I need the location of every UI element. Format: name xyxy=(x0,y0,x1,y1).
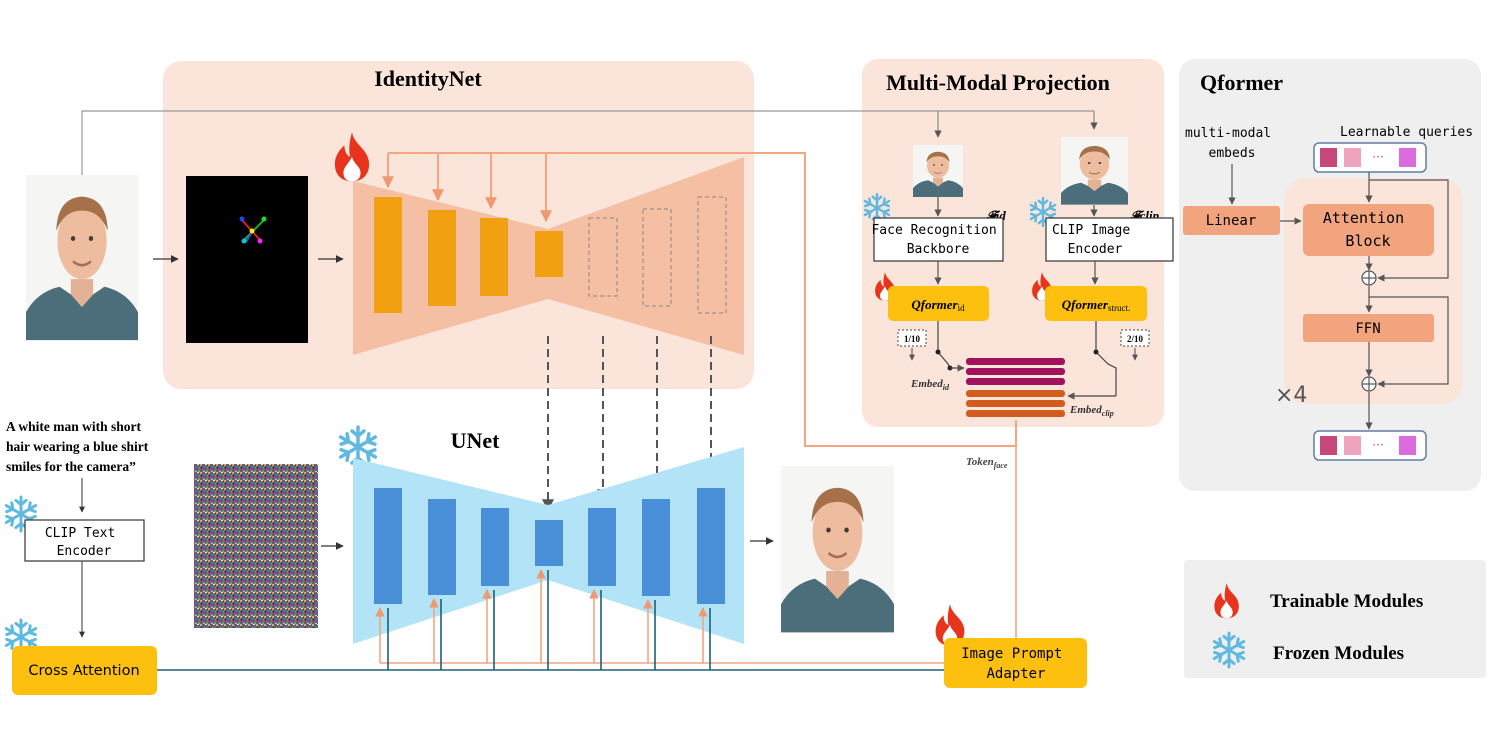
attention-block-box xyxy=(1303,204,1434,256)
identity-block-6-dashed xyxy=(642,208,672,307)
switch-clip-node xyxy=(1093,349,1099,355)
clip-image-encoder-label: CLIP Image Encoder xyxy=(1052,223,1138,257)
keypoints-image xyxy=(186,176,308,343)
query-tokens-input: ··· xyxy=(1313,142,1427,173)
qformer-id-box xyxy=(888,286,989,321)
input-face-photo xyxy=(24,173,140,342)
linear-label: Linear xyxy=(1206,213,1257,229)
qformer-residuals xyxy=(1365,179,1449,430)
attention-block-label: Attention Block xyxy=(1323,209,1413,250)
ffn-box xyxy=(1303,314,1434,342)
unet-block-6 xyxy=(642,499,670,596)
qformer-title: Qformer xyxy=(1200,70,1283,95)
line-face-to-projection xyxy=(81,110,1094,175)
qformer-struct-box xyxy=(1045,286,1147,321)
unet-block-2 xyxy=(428,499,456,595)
identity-block-3 xyxy=(480,218,508,296)
unet-block-3 xyxy=(481,508,509,586)
qformer-struct-label: Qformerstruct. xyxy=(1062,297,1130,313)
face-photo-id xyxy=(912,144,964,198)
svg-text:···: ··· xyxy=(1372,150,1383,164)
keypoints-marks xyxy=(239,216,267,244)
circle-plus-icon xyxy=(1361,376,1377,392)
embed-clip-label: Embedclip xyxy=(1069,404,1114,418)
clip-text-encoder-label: CLIP Text Encoder xyxy=(45,526,123,559)
multimodal-embeds-label: multi-modal embeds xyxy=(1185,126,1279,161)
legend-trainable-label: Trainable Modules xyxy=(1270,591,1423,612)
unet-block-5 xyxy=(588,508,616,586)
switch-id-node xyxy=(935,349,941,355)
face-recognition-label: Face Recognition Backbore xyxy=(871,223,1004,257)
linear-box xyxy=(1183,206,1280,235)
noise-image xyxy=(194,464,318,628)
switch-clip xyxy=(1095,321,1117,396)
identity-block-7-dashed xyxy=(697,196,727,314)
ratio-id-box xyxy=(897,329,927,347)
embed-stack xyxy=(966,358,1065,417)
cross-attention-lines-unet xyxy=(157,570,944,671)
image-prompt-adapter-label: Image Prompt Adapter xyxy=(961,646,1071,682)
circle-plus-icon xyxy=(1361,270,1377,286)
legend-panel xyxy=(1184,560,1486,678)
identitynet-title: IdentityNet xyxy=(374,66,482,91)
cross-attention-box xyxy=(12,646,157,695)
ratio-id-label: 1/10 xyxy=(904,334,921,344)
token-face-label: Tokenface xyxy=(966,456,1008,470)
prompt-text: A white man with short hair wearing a bl… xyxy=(6,419,152,474)
face-photo-clip xyxy=(1060,136,1129,206)
identity-block-5-dashed xyxy=(588,217,618,297)
ratio-clip-label: 2/10 xyxy=(1127,334,1144,344)
unet-block-7 xyxy=(697,488,725,604)
identity-block-1 xyxy=(374,197,402,313)
query-tokens-output: ··· xyxy=(1313,430,1427,461)
clip-text-encoder-box xyxy=(24,519,145,562)
adapter-lines-unet xyxy=(375,446,1017,664)
embed-id-label: Embedid xyxy=(910,378,950,392)
clip-image-encoder-box xyxy=(1045,217,1174,262)
legend-frozen-label: Frozen Modules xyxy=(1273,643,1404,664)
repeat-label: ×4 xyxy=(1275,383,1307,408)
image-prompt-adapter-box xyxy=(944,638,1087,688)
svg-text:···: ··· xyxy=(1372,438,1383,452)
qformer-id-label: Qformerid xyxy=(911,297,965,313)
cross-attention-label: Cross Attention xyxy=(28,663,139,679)
identity-block-2 xyxy=(428,210,456,306)
face-recognition-box xyxy=(873,217,1004,262)
learnable-queries-label: Learnable queries xyxy=(1340,125,1473,140)
output-face-photo xyxy=(779,464,896,634)
ffn-label: FFN xyxy=(1355,321,1380,337)
token-face-lines-identitynet xyxy=(382,152,1017,447)
unet-title: UNet xyxy=(451,428,501,453)
unet-block-1 xyxy=(374,488,402,604)
ratio-clip-box xyxy=(1120,329,1150,347)
projection-title: Multi-Modal Projection xyxy=(886,70,1110,95)
unet-block-4 xyxy=(535,520,563,566)
identity-block-4 xyxy=(535,231,563,277)
